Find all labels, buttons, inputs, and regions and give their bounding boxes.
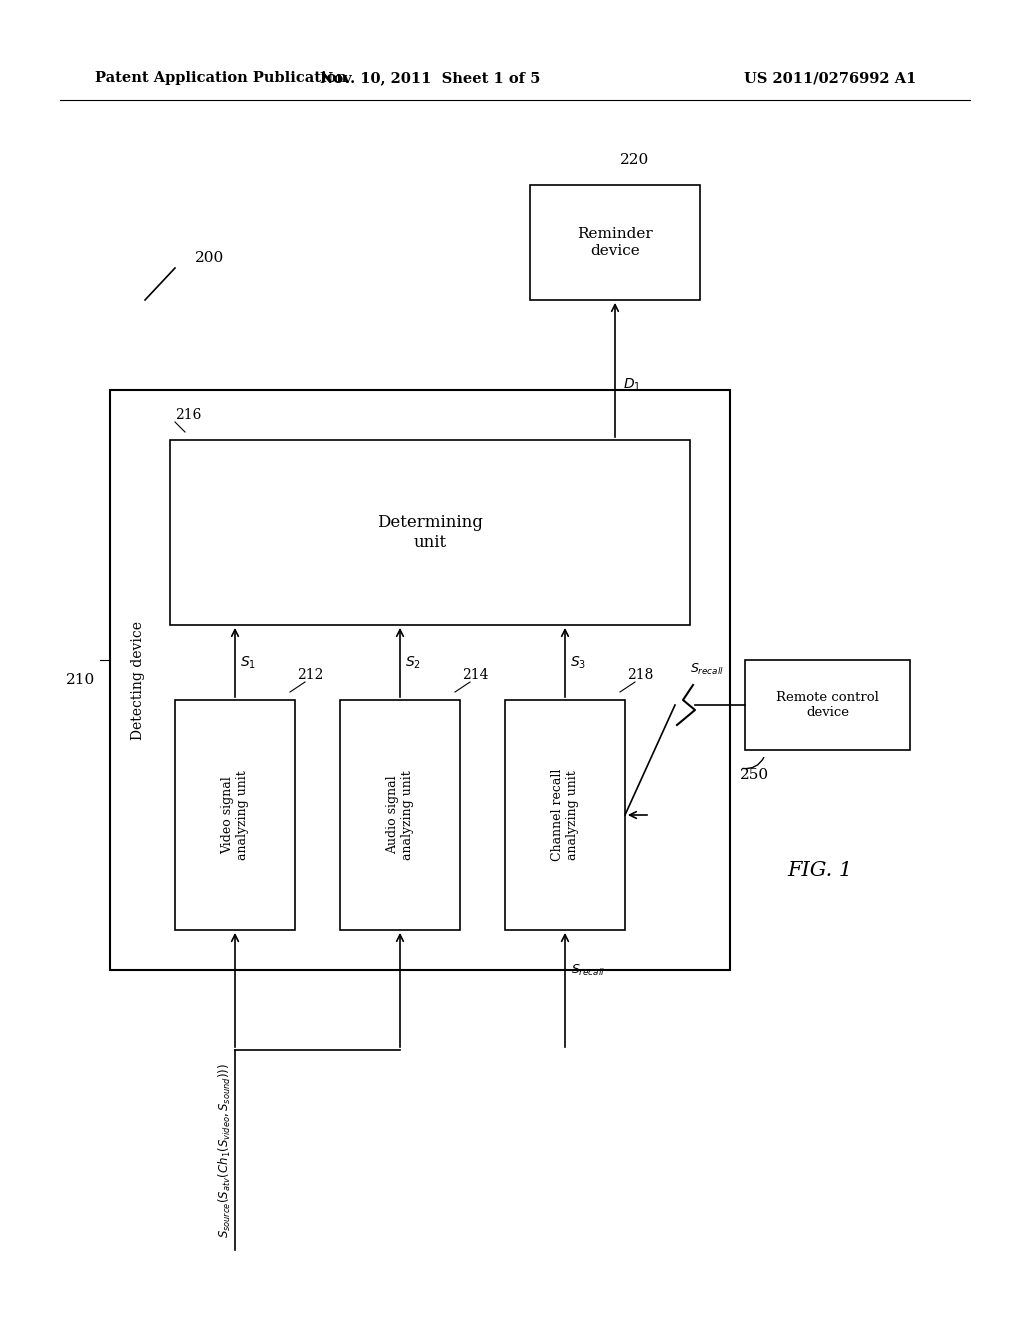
Text: $S_1$: $S_1$	[240, 655, 256, 671]
Text: Remote control
device: Remote control device	[776, 690, 879, 719]
Text: $S_{source}(S_{atv}(Ch_1(S_{video},S_{sound})))$: $S_{source}(S_{atv}(Ch_1(S_{video},S_{so…	[217, 1063, 233, 1238]
Text: Video signal
analyzing unit: Video signal analyzing unit	[221, 770, 249, 859]
Text: Audio signal
analyzing unit: Audio signal analyzing unit	[386, 770, 414, 859]
Text: $S_3$: $S_3$	[570, 655, 586, 671]
Text: Nov. 10, 2011  Sheet 1 of 5: Nov. 10, 2011 Sheet 1 of 5	[319, 71, 541, 84]
Text: 212: 212	[297, 668, 324, 682]
Bar	[745, 660, 910, 750]
Bar	[340, 700, 460, 931]
Text: Reminder
device: Reminder device	[578, 227, 653, 257]
Text: Determining
unit: Determining unit	[377, 515, 483, 550]
Text: Channel recall
analyzing unit: Channel recall analyzing unit	[551, 768, 579, 861]
Text: 214: 214	[462, 668, 488, 682]
Text: 200: 200	[195, 251, 224, 265]
Text: 220: 220	[620, 153, 649, 168]
Text: $S_2$: $S_2$	[406, 655, 421, 671]
Bar	[530, 185, 700, 300]
Text: 250: 250	[740, 768, 769, 781]
Text: Detecting device: Detecting device	[131, 620, 145, 739]
Bar	[170, 440, 690, 624]
Text: Patent Application Publication: Patent Application Publication	[95, 71, 347, 84]
Text: US 2011/0276992 A1: US 2011/0276992 A1	[743, 71, 916, 84]
Bar	[110, 389, 730, 970]
Text: 210: 210	[66, 673, 95, 686]
Text: 218: 218	[627, 668, 653, 682]
Text: $D_1$: $D_1$	[623, 376, 641, 393]
Text: FIG. 1: FIG. 1	[787, 861, 853, 879]
Text: $S_{recall}$: $S_{recall}$	[690, 661, 724, 677]
Bar	[505, 700, 625, 931]
Text: 216: 216	[175, 408, 202, 422]
Text: $S_{recall}$: $S_{recall}$	[571, 962, 605, 978]
Bar	[175, 700, 295, 931]
